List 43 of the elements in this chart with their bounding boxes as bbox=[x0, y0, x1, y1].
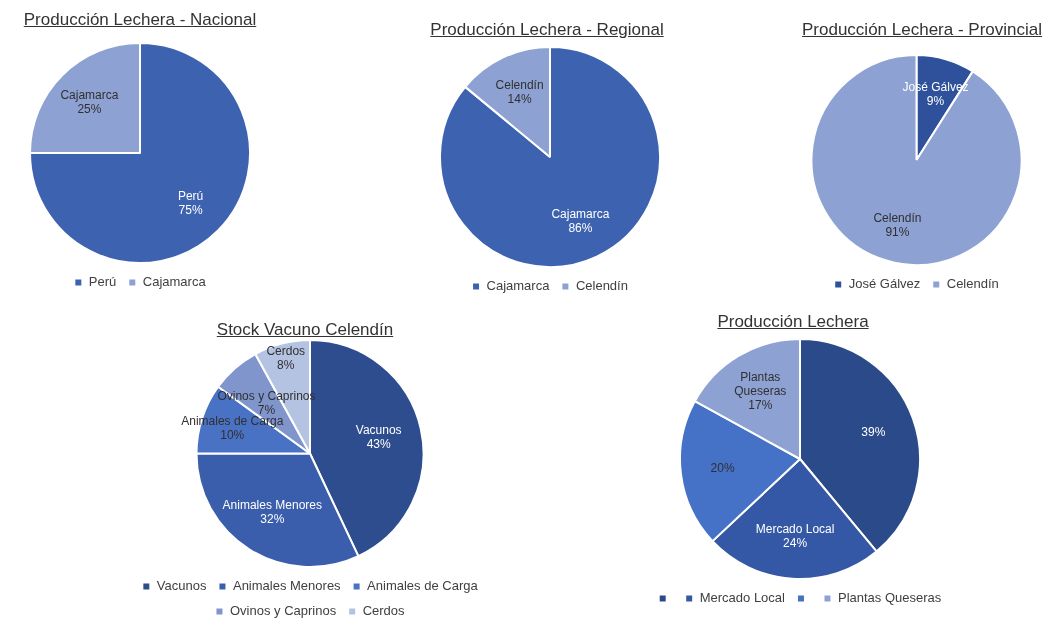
legend-label: Plantas Queseras bbox=[837, 590, 942, 606]
chart-title: Producción Lechera - Provincial bbox=[801, 20, 1043, 40]
data-label: 14% bbox=[507, 91, 532, 106]
data-label: 20% bbox=[710, 461, 735, 476]
data-label: 17% bbox=[748, 398, 773, 413]
slice-label: Celendín bbox=[873, 210, 922, 225]
slice-label: Plantas Queseras bbox=[734, 370, 787, 399]
data-label: 24% bbox=[783, 536, 808, 551]
chart-title: Stock Vacuno Celendín bbox=[216, 320, 394, 340]
chart-title: Producción Lechera bbox=[717, 312, 869, 332]
legend-label: Cajamarca bbox=[142, 274, 207, 290]
data-label: 75% bbox=[178, 202, 203, 217]
data-label: 10% bbox=[220, 427, 245, 442]
data-label: 8% bbox=[277, 358, 295, 373]
chart-title: Producción Lechera - Regional bbox=[430, 20, 664, 40]
data-label: 7% bbox=[257, 403, 276, 418]
legend-label: Celendín bbox=[575, 278, 628, 294]
slice-label: Cajamarca bbox=[60, 87, 119, 102]
data-label: 39% bbox=[861, 424, 886, 439]
slice-label: Mercado Local bbox=[755, 522, 835, 537]
legend-label: Cerdos bbox=[362, 603, 406, 619]
legend-label: Animales Menores bbox=[232, 578, 342, 594]
legend-label: José Gálvez bbox=[848, 276, 921, 292]
data-label: 25% bbox=[77, 101, 102, 116]
legend-label: Vacunos bbox=[156, 578, 207, 594]
legend-label: Celendín bbox=[946, 276, 999, 292]
slice-label: Perú bbox=[177, 188, 204, 203]
legend-label: Mercado Local bbox=[699, 590, 786, 606]
slice-label: Cerdos bbox=[266, 344, 306, 359]
data-label: 32% bbox=[260, 512, 285, 527]
slice-label: Cajamarca bbox=[551, 207, 610, 222]
data-label: 43% bbox=[366, 437, 392, 452]
data-label: 91% bbox=[885, 224, 910, 239]
legend-label: Ovinos y Caprinos bbox=[229, 603, 337, 619]
legend-label: Cajamarca bbox=[486, 278, 551, 294]
data-label: 9% bbox=[926, 93, 945, 108]
legend-label: Perú bbox=[88, 274, 117, 290]
data-label: 86% bbox=[568, 221, 593, 236]
slice-label: Vacunos bbox=[355, 423, 402, 438]
slice-label: Celendín bbox=[495, 77, 544, 92]
legend-label: Animales de Carga bbox=[367, 578, 479, 594]
chart-title: Producción Lechera - Nacional bbox=[23, 10, 257, 30]
slice-label: Animales Menores bbox=[222, 498, 322, 513]
